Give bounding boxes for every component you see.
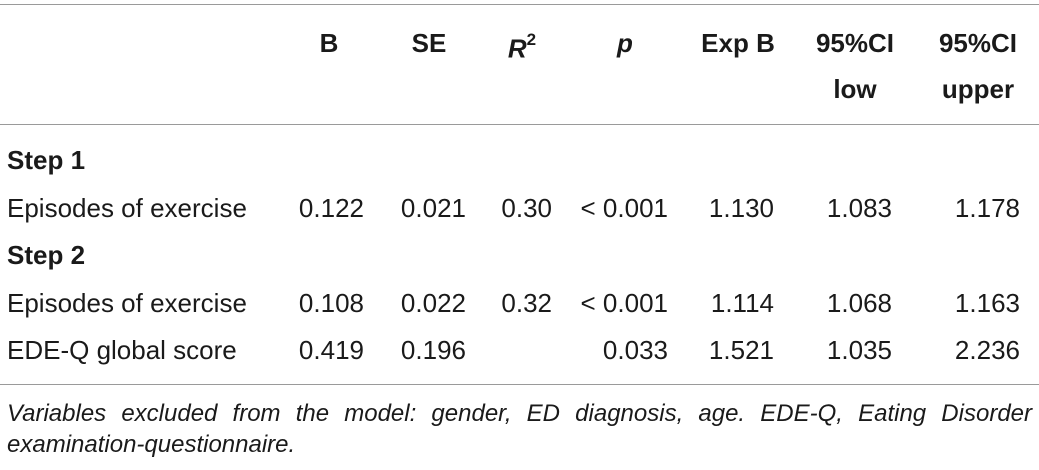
cell-se: 0.022 <box>400 288 466 318</box>
header-p: p <box>617 28 633 58</box>
header-ci-low-line2: low <box>833 74 877 104</box>
table-footnote: Variables excluded from the model: gende… <box>7 400 1032 458</box>
cell-ci-low: 1.068 <box>826 288 892 318</box>
header-ci-upper-line2: upper <box>941 74 1015 104</box>
row-label: Episodes of exercise <box>7 288 247 318</box>
header-r2: R2 <box>498 28 546 64</box>
section-title-step2: Step 2 <box>7 240 86 270</box>
cell-se: 0.021 <box>400 193 466 223</box>
cell-b: 0.122 <box>298 193 364 223</box>
cell-p: < 0.001 <box>580 288 668 318</box>
cell-se: 0.196 <box>400 335 466 365</box>
cell-ci-upper: 2.236 <box>954 335 1020 365</box>
cell-ci-upper: 1.163 <box>954 288 1020 318</box>
cell-ci-low: 1.083 <box>826 193 892 223</box>
header-r2-base: R <box>507 33 527 64</box>
section-title-step1: Step 1 <box>7 145 86 175</box>
row-label: EDE-Q global score <box>7 335 237 365</box>
cell-r2: 0.32 <box>501 288 552 318</box>
cell-exp-b: 1.114 <box>710 288 774 318</box>
header-r2-superscript: 2 <box>526 30 537 49</box>
cell-ci-low: 1.035 <box>826 335 892 365</box>
header-se: SE <box>411 28 447 58</box>
row-label: Episodes of exercise <box>7 193 247 223</box>
top-rule <box>0 4 1039 5</box>
cell-b: 0.108 <box>298 288 364 318</box>
bottom-rule <box>0 384 1039 385</box>
cell-p: < 0.001 <box>580 193 668 223</box>
cell-exp-b: 1.521 <box>708 335 774 365</box>
cell-r2: 0.30 <box>501 193 552 223</box>
header-rule <box>0 124 1039 125</box>
cell-ci-upper: 1.178 <box>954 193 1020 223</box>
cell-b: 0.419 <box>298 335 364 365</box>
header-b: B <box>319 28 339 58</box>
header-exp-b: Exp B <box>701 28 775 58</box>
cell-p: 0.033 <box>602 335 668 365</box>
cell-exp-b: 1.130 <box>708 193 774 223</box>
header-ci-upper-line1: 95%CI <box>938 28 1018 58</box>
header-ci-low-line1: 95%CI <box>815 28 895 58</box>
